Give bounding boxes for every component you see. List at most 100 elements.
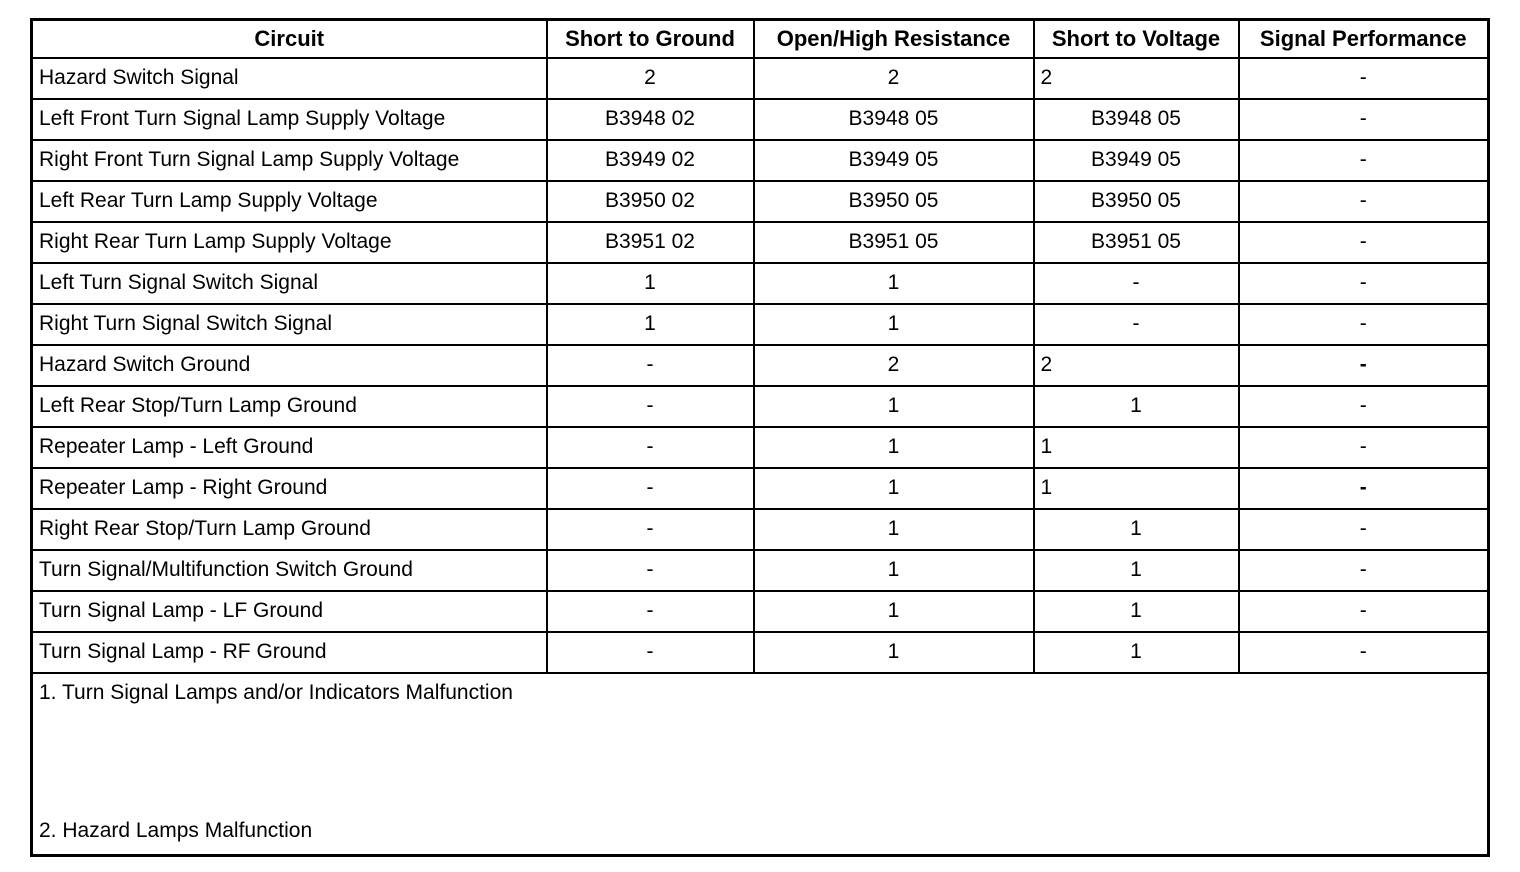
open-high-resistance-cell: 1 (752, 261, 1035, 305)
short-to-voltage-cell: 1 (1032, 630, 1240, 674)
signal-performance-cell: - (1237, 507, 1490, 551)
signal-performance-cell: - (1237, 261, 1490, 305)
signal-performance-cell: - (1237, 343, 1490, 387)
table-row: Right Rear Turn Lamp Supply Voltage B3951… (30, 220, 1490, 264)
signal-performance-cell: - (1237, 138, 1490, 182)
circuit-cell: Left Rear Turn Lamp Supply Voltage (30, 179, 548, 223)
short-to-voltage-cell: - (1032, 302, 1240, 346)
table-row: Repeater Lamp - Left Ground -1 1- (30, 425, 1490, 469)
circuit-cell: Right Turn Signal Switch Signal (30, 302, 548, 346)
column-header-circuit: Circuit (30, 18, 548, 59)
circuit-cell: Right Rear Turn Lamp Supply Voltage (30, 220, 548, 264)
short-to-ground-cell: B3950 02 (545, 179, 755, 223)
open-high-resistance-cell: 2 (752, 343, 1035, 387)
short-to-voltage-cell: 1 (1032, 507, 1240, 551)
circuit-cell: Left Front Turn Signal Lamp Supply Volta… (30, 97, 548, 141)
open-high-resistance-cell: B3948 05 (752, 97, 1035, 141)
open-high-resistance-cell: 1 (752, 507, 1035, 551)
note-hazard-lamps-malfunction: 2. Hazard Lamps Malfunction (39, 819, 313, 842)
short-to-ground-cell: - (545, 466, 755, 510)
short-to-ground-cell: - (545, 343, 755, 387)
circuit-cell: Left Turn Signal Switch Signal (30, 261, 548, 305)
signal-performance-cell: - (1237, 548, 1490, 592)
signal-performance-cell: - (1237, 302, 1490, 346)
short-to-ground-cell: B3948 02 (545, 97, 755, 141)
short-to-ground-cell: - (545, 589, 755, 633)
circuit-cell: Turn Signal/Multifunction Switch Ground (30, 548, 548, 592)
circuit-dtc-table: Circuit Short to Ground Open/High Resist… (30, 18, 1490, 857)
table-row: Left Rear Stop/Turn Lamp Ground -1 1- (30, 384, 1490, 428)
note-turn-signal-malfunction: 1. Turn Signal Lamps and/or Indicators M… (39, 680, 513, 704)
short-to-ground-cell: - (545, 425, 755, 469)
short-to-voltage-cell: 1 (1032, 425, 1240, 469)
signal-performance-cell: - (1237, 97, 1490, 141)
table-row: Hazard Switch Ground -2 2- (30, 343, 1490, 387)
notes-row: 1. Turn Signal Lamps and/or Indicators M… (30, 671, 1490, 857)
circuit-cell: Turn Signal Lamp - LF Ground (30, 589, 548, 633)
open-high-resistance-cell: 1 (752, 548, 1035, 592)
short-to-ground-cell: - (545, 630, 755, 674)
signal-performance-cell: - (1237, 56, 1490, 100)
table-row: Right Rear Stop/Turn Lamp Ground -1 1- (30, 507, 1490, 551)
short-to-voltage-cell: B3948 05 (1032, 97, 1240, 141)
short-to-voltage-cell: 1 (1032, 384, 1240, 428)
column-header-signal-performance: Signal Performance (1237, 18, 1490, 59)
table-row: Left Front Turn Signal Lamp Supply Volta… (30, 97, 1490, 141)
circuit-cell: Repeater Lamp - Right Ground (30, 466, 548, 510)
signal-performance-cell: - (1237, 466, 1490, 510)
short-to-ground-cell: 1 (545, 261, 755, 305)
signal-performance-cell: - (1237, 179, 1490, 223)
table-row: Right Front Turn Signal Lamp Supply Volt… (30, 138, 1490, 182)
circuit-cell: Right Front Turn Signal Lamp Supply Volt… (30, 138, 548, 182)
circuit-cell: Turn Signal Lamp - RF Ground (30, 630, 548, 674)
signal-performance-cell: - (1237, 425, 1490, 469)
table-row: Repeater Lamp - Right Ground -1 1- (30, 466, 1490, 510)
short-to-voltage-cell: B3950 05 (1032, 179, 1240, 223)
table-row: Hazard Switch Signal 2 2 2- (30, 56, 1490, 100)
short-to-ground-cell: B3949 02 (545, 138, 755, 182)
short-to-voltage-cell: - (1032, 261, 1240, 305)
short-to-voltage-cell: B3951 05 (1032, 220, 1240, 264)
open-high-resistance-cell: 1 (752, 466, 1035, 510)
open-high-resistance-cell: 1 (752, 630, 1035, 674)
header-row: Circuit Short to Ground Open/High Resist… (30, 18, 1490, 59)
short-to-ground-cell: - (545, 507, 755, 551)
short-to-voltage-cell: 2 (1032, 56, 1240, 100)
short-to-voltage-cell: B3949 05 (1032, 138, 1240, 182)
circuit-cell: Left Rear Stop/Turn Lamp Ground (30, 384, 548, 428)
open-high-resistance-cell: 1 (752, 384, 1035, 428)
short-to-ground-cell: - (545, 384, 755, 428)
table-row: Left Turn Signal Switch Signal 1 1- - (30, 261, 1490, 305)
short-to-ground-cell: 2 (545, 56, 755, 100)
open-high-resistance-cell: 1 (752, 302, 1035, 346)
notes-list: 1. Turn Signal Lamps and/or Indicators M… (39, 680, 1481, 845)
open-high-resistance-cell: 1 (752, 589, 1035, 633)
short-to-voltage-cell: 1 (1032, 589, 1240, 633)
table-row: Turn Signal Lamp - RF Ground -1 1- (30, 630, 1490, 674)
open-high-resistance-cell: 2 (752, 56, 1035, 100)
circuit-cell: Right Rear Stop/Turn Lamp Ground (30, 507, 548, 551)
short-to-voltage-cell: 1 (1032, 466, 1240, 510)
column-header-open-high-resistance: Open/High Resistance (752, 18, 1035, 59)
short-to-ground-cell: 1 (545, 302, 755, 346)
table-row: Right Turn Signal Switch Signal 1 1- - (30, 302, 1490, 346)
open-high-resistance-cell: B3950 05 (752, 179, 1035, 223)
short-to-voltage-cell: 2 (1032, 343, 1240, 387)
open-high-resistance-cell: B3949 05 (752, 138, 1035, 182)
table-row: Turn Signal Lamp - LF Ground -1 1- (30, 589, 1490, 633)
circuit-cell: Hazard Switch Signal (30, 56, 548, 100)
open-high-resistance-cell: 1 (752, 425, 1035, 469)
short-to-ground-cell: - (545, 548, 755, 592)
column-header-short-to-ground: Short to Ground (545, 18, 755, 59)
signal-performance-cell: - (1237, 384, 1490, 428)
notes-cell: 1. Turn Signal Lamps and/or Indicators M… (30, 671, 1490, 857)
signal-performance-cell: - (1237, 589, 1490, 633)
table-row: Left Rear Turn Lamp Supply Voltage B3950 … (30, 179, 1490, 223)
circuit-cell: Hazard Switch Ground (30, 343, 548, 387)
short-to-ground-cell: B3951 02 (545, 220, 755, 264)
signal-performance-cell: - (1237, 630, 1490, 674)
column-header-short-to-voltage: Short to Voltage (1032, 18, 1240, 59)
signal-performance-cell: - (1237, 220, 1490, 264)
table-row: Turn Signal/Multifunction Switch Ground -… (30, 548, 1490, 592)
circuit-cell: Repeater Lamp - Left Ground (30, 425, 548, 469)
